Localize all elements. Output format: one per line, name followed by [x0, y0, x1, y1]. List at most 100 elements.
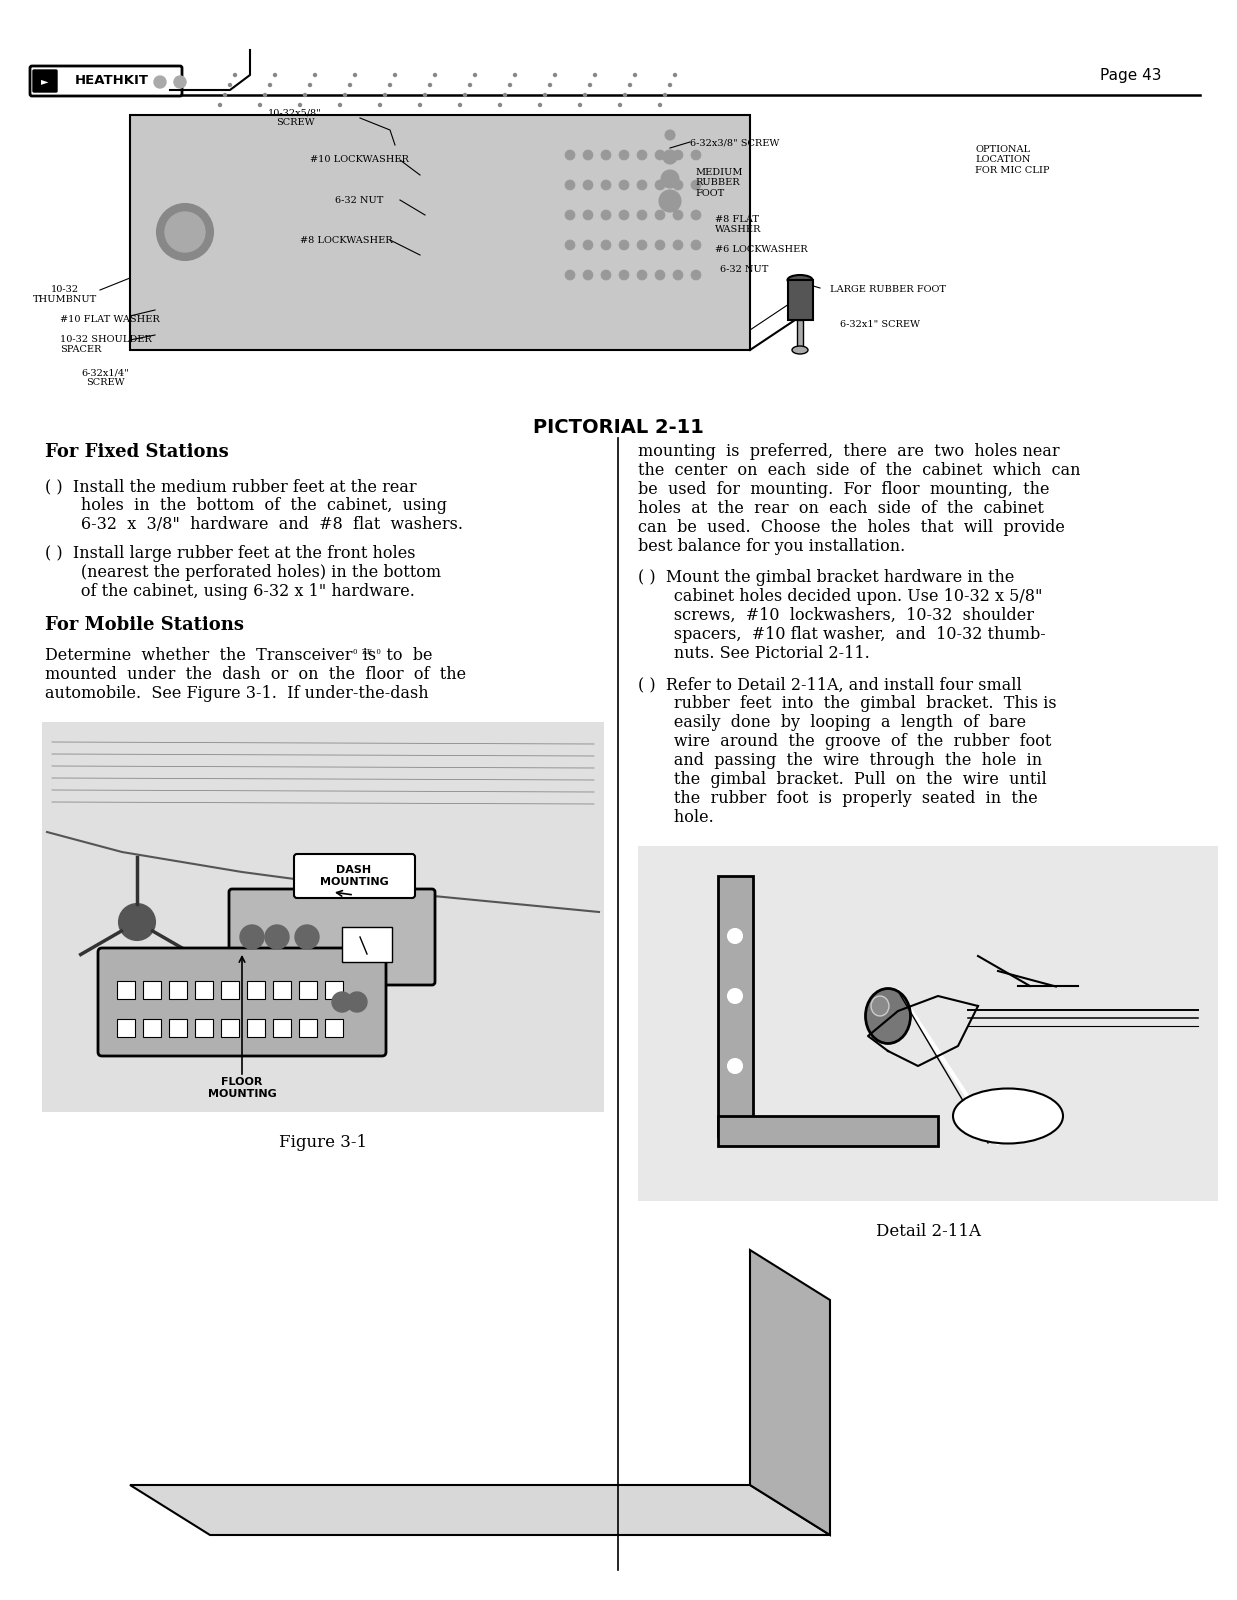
- Text: #10 FLAT WASHER: #10 FLAT WASHER: [61, 315, 160, 323]
- Text: 10-32 SHOULDER
SPACER: 10-32 SHOULDER SPACER: [61, 334, 152, 355]
- Circle shape: [583, 270, 593, 280]
- Circle shape: [656, 240, 666, 250]
- Text: nuts. See Pictorial 2-11.: nuts. See Pictorial 2-11.: [638, 645, 870, 662]
- Circle shape: [691, 210, 701, 219]
- Text: can  be  used.  Choose  the  holes  that  will  provide: can be used. Choose the holes that will …: [638, 518, 1065, 536]
- Circle shape: [618, 210, 628, 219]
- Circle shape: [618, 270, 628, 280]
- Text: screws,  #10  lockwashers,  10-32  shoulder: screws, #10 lockwashers, 10-32 shoulder: [638, 606, 1034, 624]
- Circle shape: [691, 179, 701, 190]
- Circle shape: [538, 104, 542, 107]
- Circle shape: [601, 210, 611, 219]
- Text: the  center  on  each  side  of  the  cabinet  which  can: the center on each side of the cabinet w…: [638, 462, 1080, 478]
- Circle shape: [565, 150, 575, 160]
- Text: holes  at  the  rear  on  each  side  of  the  cabinet: holes at the rear on each side of the ca…: [638, 499, 1044, 517]
- Circle shape: [388, 83, 391, 86]
- Text: ( )  Install large rubber feet at the front holes: ( ) Install large rubber feet at the fro…: [45, 546, 416, 562]
- Text: best balance for you installation.: best balance for you installation.: [638, 538, 905, 555]
- Circle shape: [157, 203, 213, 259]
- Bar: [273, 981, 291, 998]
- Circle shape: [565, 179, 575, 190]
- Circle shape: [618, 150, 628, 160]
- Bar: [788, 280, 813, 320]
- Circle shape: [349, 83, 351, 86]
- Circle shape: [601, 240, 611, 250]
- Circle shape: [240, 925, 263, 949]
- Text: and  passing  the  wire  through  the  hole  in: and passing the wire through the hole in: [638, 752, 1042, 770]
- Circle shape: [348, 992, 367, 1013]
- Circle shape: [503, 93, 506, 96]
- Circle shape: [565, 210, 575, 219]
- Text: Determine  whether  the  Transceiver  is  to  be: Determine whether the Transceiver is to …: [45, 646, 433, 664]
- Text: For Fixed Stations: For Fixed Stations: [45, 443, 229, 461]
- Text: (nearest the perforated holes) in the bottom: (nearest the perforated holes) in the bo…: [45, 565, 442, 581]
- Circle shape: [263, 93, 266, 96]
- Bar: [221, 981, 239, 998]
- Circle shape: [583, 210, 593, 219]
- Circle shape: [119, 904, 155, 939]
- Circle shape: [618, 104, 621, 107]
- Bar: [299, 1019, 317, 1037]
- Text: FLOOR
MOUNTING: FLOOR MOUNTING: [208, 1077, 276, 1099]
- Circle shape: [691, 150, 701, 160]
- Circle shape: [224, 93, 226, 96]
- Circle shape: [313, 74, 317, 77]
- Circle shape: [565, 270, 575, 280]
- Text: #8 FLAT
WASHER: #8 FLAT WASHER: [715, 214, 762, 235]
- Bar: [797, 320, 803, 350]
- Circle shape: [464, 93, 466, 96]
- Circle shape: [513, 74, 517, 77]
- Text: mounted  under  the  dash  or  on  the  floor  of  the: mounted under the dash or on the floor o…: [45, 666, 466, 683]
- Text: the  gimbal  bracket.  Pull  on  the  wire  until: the gimbal bracket. Pull on the wire unt…: [638, 771, 1047, 787]
- Circle shape: [499, 104, 501, 107]
- Circle shape: [344, 93, 346, 96]
- Bar: [143, 981, 161, 998]
- Circle shape: [628, 83, 632, 86]
- Circle shape: [339, 104, 341, 107]
- Circle shape: [637, 179, 647, 190]
- Circle shape: [637, 270, 647, 280]
- Circle shape: [423, 93, 427, 96]
- Circle shape: [673, 270, 683, 280]
- Circle shape: [656, 150, 666, 160]
- Text: For Mobile Stations: For Mobile Stations: [45, 616, 244, 634]
- Circle shape: [583, 179, 593, 190]
- Text: easily  done  by  looping  a  length  of  bare: easily done by looping a length of bare: [638, 714, 1027, 731]
- Text: 0  ZE  0: 0 ZE 0: [353, 648, 381, 656]
- Circle shape: [673, 150, 683, 160]
- Text: HEATHKIT: HEATHKIT: [75, 75, 148, 88]
- Circle shape: [303, 93, 307, 96]
- Circle shape: [265, 925, 289, 949]
- Circle shape: [379, 104, 381, 107]
- Circle shape: [268, 83, 271, 86]
- Circle shape: [666, 130, 675, 141]
- Text: Figure 3-1: Figure 3-1: [278, 1134, 367, 1150]
- Text: ( )  Refer to Detail 2-11A, and install four small: ( ) Refer to Detail 2-11A, and install f…: [638, 675, 1022, 693]
- Circle shape: [658, 104, 662, 107]
- Circle shape: [508, 83, 512, 86]
- Circle shape: [691, 270, 701, 280]
- Circle shape: [618, 240, 628, 250]
- Text: holes  in  the  bottom  of  the  cabinet,  using: holes in the bottom of the cabinet, usin…: [45, 498, 447, 514]
- FancyBboxPatch shape: [229, 890, 435, 986]
- Circle shape: [656, 179, 666, 190]
- Circle shape: [618, 179, 628, 190]
- Polygon shape: [130, 1485, 830, 1534]
- Text: 6-32x1/4"
SCREW: 6-32x1/4" SCREW: [82, 368, 129, 387]
- Circle shape: [308, 83, 312, 86]
- Circle shape: [418, 104, 422, 107]
- Circle shape: [553, 74, 557, 77]
- Text: ( )  Mount the gimbal bracket hardware in the: ( ) Mount the gimbal bracket hardware in…: [638, 570, 1014, 586]
- Text: PICTORIAL 2-11: PICTORIAL 2-11: [533, 418, 704, 437]
- Circle shape: [234, 74, 236, 77]
- Bar: [118, 981, 135, 998]
- Circle shape: [601, 179, 611, 190]
- Circle shape: [663, 150, 677, 165]
- Polygon shape: [750, 1250, 830, 1534]
- Bar: [717, 877, 753, 1136]
- Bar: [169, 1019, 187, 1037]
- Text: 6-32  x  3/8"  hardware  and  #8  flat  washers.: 6-32 x 3/8" hardware and #8 flat washers…: [45, 515, 463, 533]
- Circle shape: [174, 75, 186, 88]
- Text: 10-32x5/8"
SCREW: 10-32x5/8" SCREW: [268, 109, 322, 128]
- Text: #10 LOCKWASHER: #10 LOCKWASHER: [310, 155, 409, 165]
